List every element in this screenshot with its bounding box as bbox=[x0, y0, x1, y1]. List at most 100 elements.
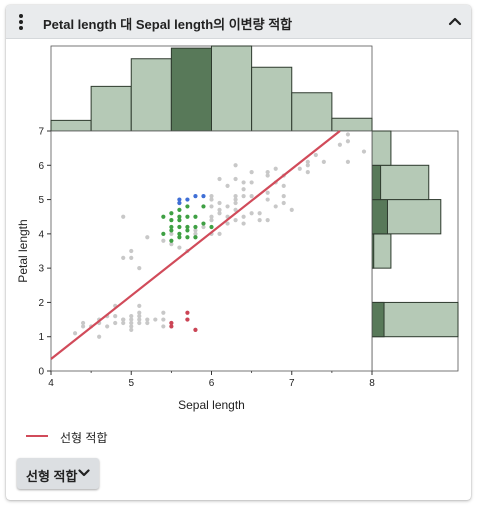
data-point-unselected bbox=[241, 194, 246, 199]
top-histogram-bar bbox=[170, 47, 212, 132]
data-point-red-group bbox=[169, 320, 174, 326]
data-point-unselected bbox=[161, 317, 166, 322]
data-point-unselected bbox=[81, 324, 86, 329]
data-point-blue-group bbox=[185, 197, 190, 202]
data-point-unselected bbox=[265, 190, 270, 195]
data-point-unselected bbox=[249, 194, 254, 199]
y-tick-label: 0 bbox=[38, 367, 44, 378]
data-point-green-group bbox=[161, 214, 166, 219]
data-point-unselected bbox=[273, 166, 278, 171]
data-point-unselected bbox=[129, 324, 134, 329]
data-point-unselected bbox=[281, 194, 286, 199]
panel-title: Petal length 대 Sepal length의 이변량 적합 bbox=[43, 17, 293, 32]
y-tick-label: 1 bbox=[38, 332, 44, 343]
chevron-down-icon bbox=[78, 469, 90, 477]
kebab-menu-icon[interactable] bbox=[15, 13, 27, 31]
y-tick-label: 4 bbox=[38, 229, 44, 240]
data-point-unselected bbox=[161, 238, 166, 243]
data-point-unselected bbox=[209, 218, 214, 223]
data-point-unselected bbox=[265, 218, 270, 223]
data-point-unselected bbox=[241, 180, 246, 185]
x-tick-label: 6 bbox=[209, 378, 215, 389]
data-point-green-group bbox=[169, 218, 174, 223]
data-point-red-group bbox=[185, 317, 190, 322]
right-histogram-bar bbox=[371, 301, 459, 338]
data-point-unselected bbox=[209, 197, 214, 202]
data-point-unselected bbox=[257, 211, 262, 216]
right-histogram-bar bbox=[371, 233, 392, 269]
right-histogram-selected-bar bbox=[371, 301, 385, 338]
data-point-green-group bbox=[209, 224, 214, 230]
data-point-green-group bbox=[169, 211, 174, 216]
data-point-unselected bbox=[249, 211, 254, 216]
data-point-unselected bbox=[225, 183, 230, 188]
data-point-red-group bbox=[185, 310, 190, 315]
y-tick-label: 6 bbox=[38, 161, 44, 172]
data-point-unselected bbox=[193, 228, 198, 233]
legend-fit-label: 선형 적합 bbox=[60, 431, 108, 445]
data-point-unselected bbox=[145, 235, 150, 240]
y-tick-label: 7 bbox=[38, 127, 44, 138]
data-point-unselected bbox=[233, 163, 238, 168]
data-point-unselected bbox=[281, 200, 286, 206]
data-point-unselected bbox=[225, 204, 230, 209]
data-point-unselected bbox=[249, 180, 254, 185]
data-point-unselected bbox=[305, 170, 310, 175]
data-point-unselected bbox=[161, 324, 166, 329]
data-point-unselected bbox=[265, 173, 270, 178]
y-tick-label: 3 bbox=[38, 264, 44, 275]
chevron-up-icon[interactable] bbox=[447, 13, 463, 29]
linear-fit-dropdown-button[interactable]: 선형 적합 bbox=[17, 458, 99, 489]
data-point-green-group bbox=[177, 218, 182, 223]
data-point-unselected bbox=[97, 334, 102, 339]
top-histogram-bar bbox=[331, 117, 373, 132]
data-point-unselected bbox=[137, 320, 142, 326]
data-point-green-group bbox=[201, 221, 206, 226]
plot-frame bbox=[50, 130, 373, 372]
x-tick-label: 4 bbox=[48, 378, 54, 389]
data-point-unselected bbox=[265, 197, 270, 202]
x-tick-label: 8 bbox=[369, 378, 375, 389]
data-point-unselected bbox=[169, 231, 174, 236]
dropdown-label: 선형 적합 bbox=[26, 469, 78, 484]
data-point-green-group bbox=[185, 224, 190, 230]
data-point-unselected bbox=[233, 197, 238, 202]
y-tick-label: 5 bbox=[38, 195, 44, 206]
data-point-unselected bbox=[121, 317, 126, 322]
data-point-unselected bbox=[265, 170, 270, 175]
data-point-unselected bbox=[225, 221, 230, 226]
data-point-green-group bbox=[169, 224, 174, 230]
data-point-unselected bbox=[233, 207, 238, 212]
right-histogram-bar bbox=[371, 164, 430, 201]
bivariate-chart: 4 5 6 7 8 0 1 2 3 4 5 6 7 Sepal length Petal length bbox=[16, 45, 459, 412]
data-point-green-group bbox=[185, 228, 190, 233]
y-tick-label: 2 bbox=[38, 298, 44, 309]
data-point-green-group bbox=[177, 235, 182, 240]
panel-header: Petal length 대 Sepal length의 이변량 적합 bbox=[6, 5, 471, 39]
data-point-unselected bbox=[193, 231, 198, 236]
data-point-unselected bbox=[233, 176, 238, 182]
data-point-unselected bbox=[121, 320, 126, 326]
data-point-green-group bbox=[169, 228, 174, 233]
data-point-unselected bbox=[249, 170, 254, 175]
data-point-unselected bbox=[289, 207, 294, 212]
data-point-unselected bbox=[241, 221, 246, 226]
data-point-unselected bbox=[137, 310, 142, 315]
data-point-unselected bbox=[169, 242, 174, 247]
data-point-unselected bbox=[305, 159, 310, 164]
data-point-unselected bbox=[217, 176, 222, 182]
data-point-unselected bbox=[345, 159, 351, 164]
data-point-red-group bbox=[169, 324, 174, 329]
data-point-unselected bbox=[137, 266, 142, 271]
right-histogram-bar bbox=[371, 130, 392, 166]
top-histogram-bar bbox=[251, 66, 293, 132]
data-point-blue-group bbox=[177, 200, 182, 206]
data-point-blue-group bbox=[177, 197, 182, 202]
data-point-unselected bbox=[81, 320, 86, 326]
top-histogram-bar bbox=[291, 92, 333, 132]
data-point-unselected bbox=[233, 200, 238, 206]
data-point-unselected bbox=[153, 317, 158, 322]
data-point-unselected bbox=[217, 207, 222, 212]
data-point-unselected bbox=[217, 231, 222, 236]
data-point-unselected bbox=[217, 200, 222, 206]
